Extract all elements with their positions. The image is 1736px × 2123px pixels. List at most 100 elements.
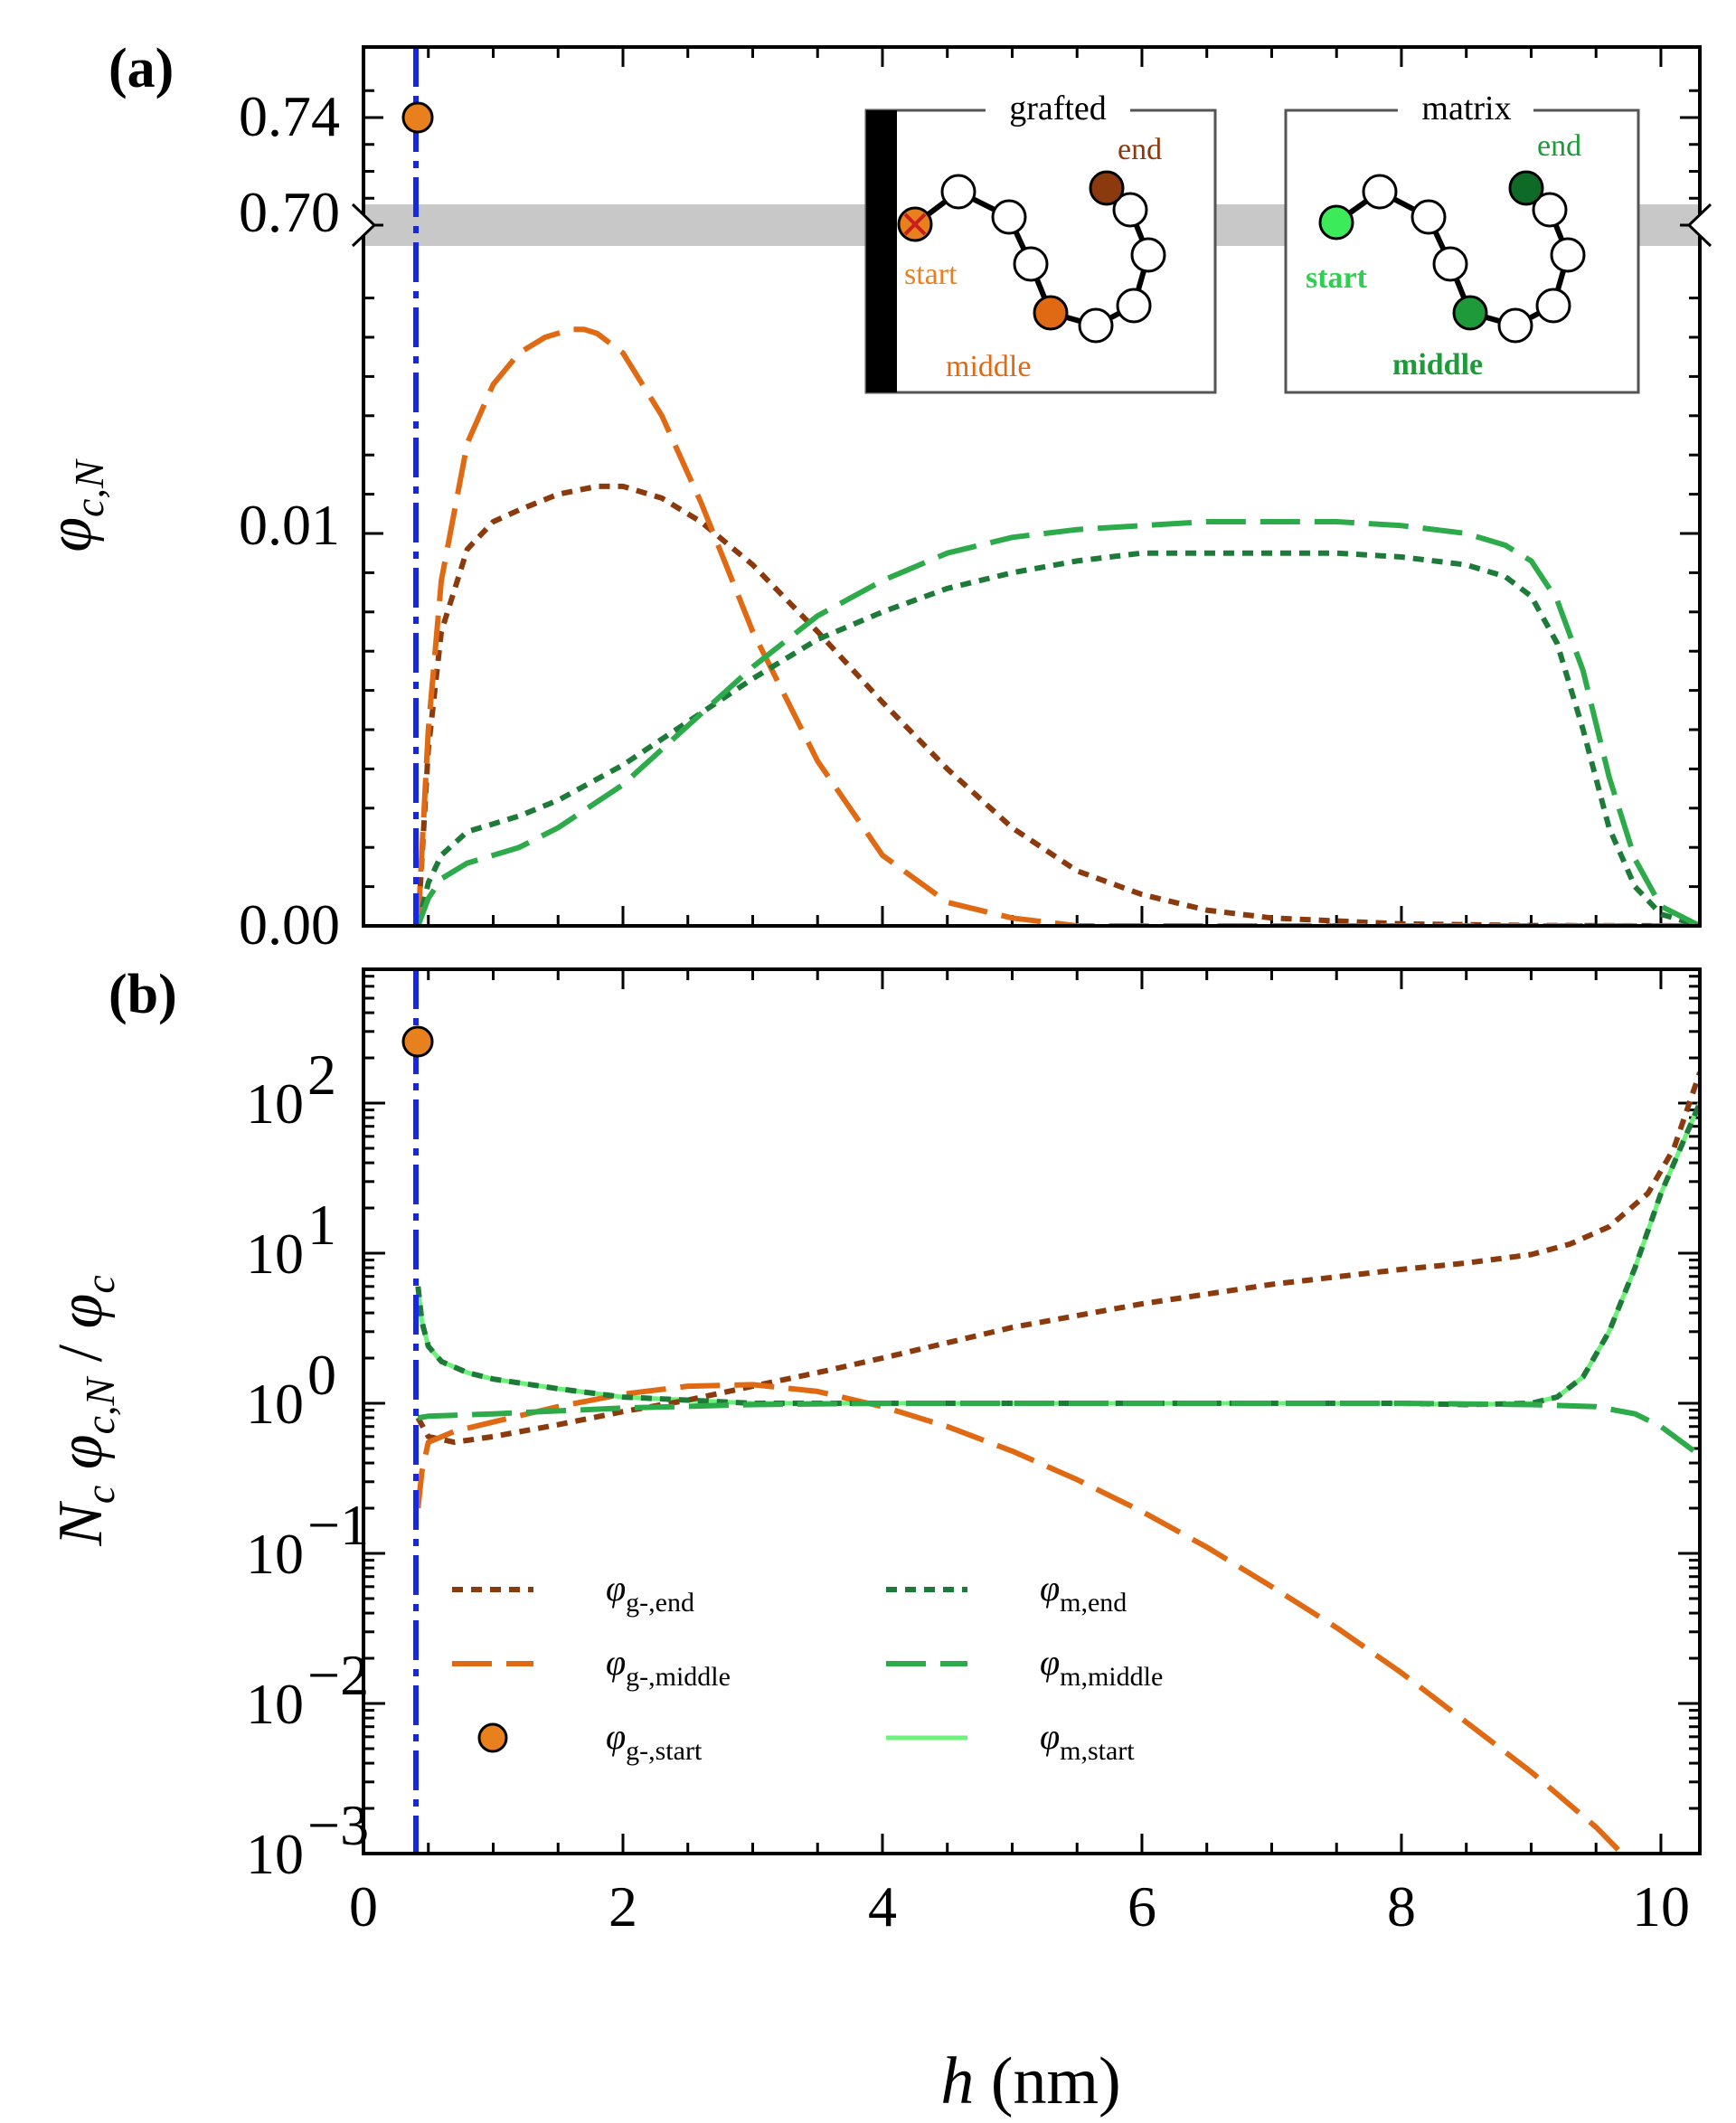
- matrix-bead-6: [1535, 288, 1571, 324]
- xticks-labels: 0 2 4 6 8 10: [349, 1874, 1690, 1939]
- legend-symbol: φ: [606, 1642, 626, 1683]
- ylabel-b-n: N: [46, 1501, 116, 1547]
- matrix-bead-start: [1318, 204, 1354, 241]
- ytick-b-label: 10: [246, 1522, 304, 1586]
- ylabel-a-sub: c,N: [66, 458, 112, 517]
- inset-matrix-end-label: end: [1537, 129, 1581, 163]
- a-series--m-middle: [415, 519, 1700, 926]
- grafted-bead-2: [991, 199, 1027, 235]
- grafted-bead-1: [940, 174, 976, 210]
- ytick-a-074: 0.74: [239, 84, 340, 148]
- grafted-start-cross-icon: [903, 212, 927, 236]
- legend-symbol: φ: [606, 1568, 626, 1609]
- xtick-label: 0: [349, 1874, 378, 1939]
- legend-label: φm,middle: [1040, 1642, 1163, 1692]
- ytick-b-exponent: 2: [307, 1043, 336, 1107]
- grafted-bead-3: [1013, 246, 1049, 282]
- b-series--g-middle: [415, 1382, 1625, 1854]
- legend-symbol: φ: [1040, 1568, 1060, 1609]
- matrix-bead-5: [1497, 307, 1533, 344]
- g-start-point-b: [401, 1025, 434, 1058]
- plot-frame-a: [362, 45, 1702, 928]
- ytick-b-exponent: 1: [307, 1193, 336, 1257]
- legend-symbol: φ: [1040, 1716, 1060, 1757]
- inset-matrix-start-label: start: [1306, 261, 1368, 295]
- axis-break-right: [1686, 203, 1712, 248]
- a-series--g-middle: [415, 326, 1700, 926]
- matrix-bead-2: [1410, 199, 1447, 235]
- b-series--g-end: [415, 1071, 1700, 1446]
- grafted-bead-middle: [1033, 295, 1069, 331]
- matrix-bead-3: [1432, 246, 1468, 282]
- ylabel-b-n-sub: c: [77, 1486, 123, 1504]
- xlabel-unit: (nm): [974, 2044, 1120, 2118]
- ytick-b-label: 10: [246, 1672, 304, 1736]
- ylabel-b-phi2-sub: c: [77, 1275, 123, 1293]
- ytick-b-exponent: −1: [307, 1493, 369, 1557]
- b-series--m-end: [415, 1101, 1700, 1408]
- series-b: [415, 1071, 1700, 1854]
- legend-label: φg-,middle: [606, 1642, 731, 1692]
- ylabel-b-space: [46, 1469, 116, 1486]
- a-series--m-end: [415, 550, 1700, 926]
- panel-a: (a) 0.74 0.70 0.01 0.00 φc,N grafted sta…: [35, 38, 1712, 957]
- xtick-label: 4: [868, 1874, 897, 1939]
- legend-label: φm,end: [1040, 1568, 1127, 1618]
- matrix-bead-1: [1362, 174, 1398, 210]
- ylabel-b-div: /: [46, 1328, 116, 1377]
- xtick-label: 2: [609, 1874, 637, 1939]
- b-series--m-start: [415, 1102, 1700, 1407]
- xlabel: h (nm): [940, 2044, 1120, 2118]
- ytick-b-label: 10: [246, 1071, 304, 1136]
- ytick-b-label: 10: [246, 1822, 304, 1886]
- axis-break-left: [351, 203, 377, 248]
- legend-marker: [477, 1722, 508, 1753]
- xtick-label: 8: [1387, 1874, 1416, 1939]
- grafting-wall: [866, 110, 897, 392]
- inset-grafted-end-label: end: [1118, 133, 1162, 166]
- legend-symbol: φ: [606, 1716, 626, 1757]
- inset-matrix-title-bg: [1398, 90, 1533, 127]
- matrix-bead-middle: [1452, 295, 1488, 331]
- panel-label-b: (b): [108, 964, 177, 1025]
- legend-subscript: g-,middle: [626, 1662, 731, 1692]
- inset-grafted: grafted start middle end: [864, 90, 1217, 394]
- grafted-bead-end: [1089, 170, 1125, 206]
- grafted-bead-6: [1116, 288, 1152, 324]
- legend-symbol: φ: [1040, 1642, 1060, 1683]
- a-series--g-end: [415, 483, 1700, 926]
- legend-subscript: m,start: [1060, 1736, 1135, 1766]
- ylabel-a-phi: φ: [35, 517, 105, 552]
- ylabel-a: φc,N: [35, 458, 112, 552]
- matrix-bead-7: [1550, 237, 1586, 273]
- legend-subscript: m,end: [1060, 1588, 1127, 1618]
- ylabel-b-phi: φ: [46, 1434, 116, 1469]
- grafted-bead-8: [1112, 192, 1148, 228]
- ytick-a-000: 0.00: [239, 892, 340, 957]
- ytick-b-exponent: −3: [307, 1793, 369, 1857]
- legend-subscript: g-,start: [626, 1736, 703, 1766]
- grafted-bead-7: [1130, 237, 1166, 273]
- ylabel-b-phi2: φ: [46, 1294, 116, 1329]
- legend-label: φm,start: [1040, 1716, 1135, 1766]
- ytick-b-label: 10: [246, 1372, 304, 1436]
- matrix-chain-bonds: [1335, 185, 1571, 329]
- grafted-chain-bonds: [913, 185, 1152, 329]
- inset-grafted-middle-label: middle: [946, 350, 1031, 383]
- ytick-b-label: 10: [246, 1222, 304, 1286]
- grafted-bead-5: [1078, 307, 1114, 344]
- ylabel-b-phi-sub: c,N: [77, 1376, 123, 1435]
- inset-grafted-title: grafted: [1009, 90, 1107, 127]
- matrix-bead-8: [1532, 192, 1568, 228]
- ytick-b-exponent: 0: [307, 1343, 336, 1407]
- g-start-point-a: [401, 101, 434, 134]
- xlabel-h: h: [940, 2044, 974, 2118]
- xtick-label: 10: [1632, 1874, 1690, 1939]
- inset-grafted-start-label: start: [904, 258, 958, 291]
- inset-matrix: matrix start middle end: [1284, 90, 1640, 394]
- legend-label: φg-,end: [606, 1568, 694, 1618]
- legend: φg-,endφg-,middleφg-,startφm,endφm,middl…: [452, 1568, 1163, 1766]
